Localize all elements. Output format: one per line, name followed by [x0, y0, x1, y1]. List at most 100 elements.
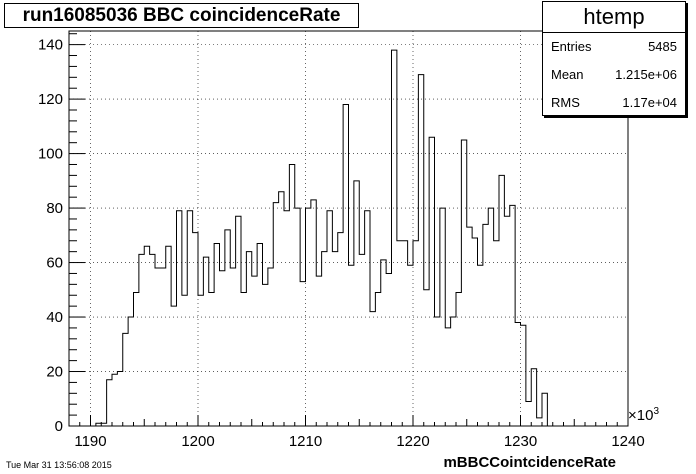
stats-name: htemp	[543, 2, 685, 33]
x-tick-label: 1210	[289, 433, 322, 450]
histogram-bin	[311, 200, 316, 426]
histogram-bin	[193, 233, 198, 426]
histogram-bin	[177, 211, 182, 426]
y-tick-label: 120	[38, 91, 63, 108]
histogram-bin	[144, 246, 149, 426]
histogram-bin	[225, 230, 230, 426]
histogram-bin	[478, 265, 483, 426]
histogram-bin	[160, 268, 165, 426]
histogram-bin	[526, 401, 531, 426]
stats-label: RMS	[551, 95, 580, 110]
y-tick-label: 80	[46, 200, 63, 217]
x-tick-label: 1230	[504, 433, 537, 450]
histogram-outline	[95, 49, 548, 426]
histogram-bin	[531, 369, 536, 426]
histogram-bin	[386, 273, 391, 426]
y-tick-label: 140	[38, 37, 63, 54]
x-tick-label: 1240	[611, 433, 644, 450]
histogram-bin	[397, 241, 402, 426]
histogram-bin	[343, 105, 348, 426]
histogram-bin	[289, 164, 294, 426]
stats-label: Entries	[551, 39, 592, 54]
histogram-bin	[381, 260, 386, 426]
histogram-bin	[263, 284, 268, 426]
histogram-bin	[456, 293, 461, 426]
histogram-bin	[418, 75, 423, 426]
histogram-bin	[273, 203, 278, 426]
stats-row-rms: RMS 1.17e+04	[543, 89, 685, 117]
histogram-bin	[322, 252, 327, 426]
stats-row-mean: Mean 1.215e+06	[543, 61, 685, 89]
histogram-bin	[284, 211, 289, 426]
histogram-bin	[300, 282, 305, 426]
histogram-bin	[209, 293, 214, 426]
x-tick-label: 1220	[396, 433, 429, 450]
histogram-bin	[510, 205, 515, 426]
x-tick-label: 1190	[74, 433, 106, 450]
histogram-bin	[354, 181, 359, 426]
histogram-bin	[236, 216, 241, 426]
histogram-bin	[252, 276, 257, 426]
histogram-bin	[134, 293, 139, 426]
histogram-bin	[166, 246, 171, 426]
histogram-bin	[408, 265, 413, 426]
histogram-bin	[365, 211, 370, 426]
histogram-bin	[375, 293, 380, 426]
histogram-bin	[413, 241, 418, 426]
histogram-bin	[349, 265, 354, 426]
histogram-bin	[504, 216, 509, 426]
x-tick-label: 1200	[181, 433, 214, 450]
stats-value: 1.17e+04	[622, 95, 677, 110]
histogram-bin	[198, 295, 203, 426]
stats-value: 1.215e+06	[615, 67, 677, 82]
histogram-bin	[279, 192, 284, 426]
stats-label: Mean	[551, 67, 584, 82]
stats-box: htemp Entries 5485 Mean 1.215e+06 RMS 1.…	[542, 1, 686, 116]
histogram-bin	[268, 268, 273, 426]
histogram-bin	[402, 241, 407, 426]
y-tick-label: 0	[55, 418, 63, 435]
histogram-bin	[424, 290, 429, 426]
chart-title: run16085036 BBC coincidenceRate	[4, 3, 359, 28]
histogram-bin	[461, 140, 466, 426]
histogram-bin	[203, 257, 208, 426]
histogram-bin	[155, 268, 160, 426]
histogram-bin	[515, 322, 520, 426]
histogram-bin	[171, 306, 176, 426]
histogram-bin	[220, 271, 225, 426]
histogram-bin	[537, 418, 542, 426]
histogram-bin	[338, 233, 343, 426]
histogram-bin	[257, 243, 262, 426]
histogram-bin	[440, 208, 445, 426]
histogram-bin	[128, 317, 133, 426]
histogram-bin	[445, 328, 450, 426]
histogram-bin	[494, 241, 499, 426]
x-axis-title: mBBCCointcidenceRate	[443, 454, 616, 471]
histogram-bin	[359, 254, 364, 426]
y-tick-label: 40	[46, 309, 63, 326]
timestamp-footer: Tue Mar 31 13:56:08 2015	[6, 460, 112, 470]
histogram-bin	[542, 393, 547, 426]
histogram-bin	[306, 208, 311, 426]
histogram-bin	[521, 325, 526, 426]
histogram-bin	[483, 224, 488, 426]
y-tick-label: 20	[46, 364, 63, 381]
histogram-bins	[96, 50, 548, 426]
histogram-bin	[123, 333, 128, 426]
histogram-bin	[230, 268, 235, 426]
histogram-bin	[214, 243, 219, 426]
histogram-bin	[370, 312, 375, 426]
histogram-bin	[112, 374, 117, 426]
stats-row-entries: Entries 5485	[543, 33, 685, 61]
histogram-bin	[241, 293, 246, 426]
y-tick-label: 60	[46, 255, 63, 272]
x-axis-exponent: ×103	[628, 406, 660, 424]
stats-value: 5485	[648, 39, 677, 54]
histogram-bin	[327, 211, 332, 426]
histogram-bin	[246, 252, 251, 426]
axes: 1190 1200 1210 1220 1230 1240 0 20 40 60 80 100 120 1…	[38, 33, 645, 450]
histogram-bin	[187, 211, 192, 426]
y-tick-label: 100	[38, 146, 63, 163]
histogram-bin	[117, 372, 122, 426]
